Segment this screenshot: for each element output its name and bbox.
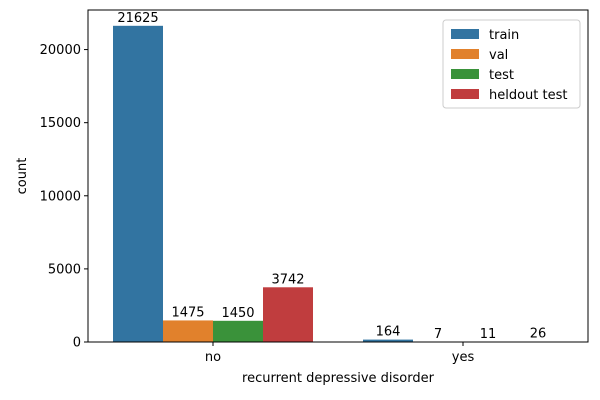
y-axis-title: count (15, 158, 30, 195)
y-tick-label: 20000 (40, 43, 81, 58)
bar-train-yes (363, 339, 413, 342)
data-label-test-no: 1450 (221, 306, 254, 321)
data-label-train-yes: 164 (376, 325, 401, 340)
data-label-heldout-test-no: 3742 (271, 272, 304, 287)
legend-swatch-test (451, 69, 479, 79)
x-tick-label-no: no (205, 350, 221, 365)
legend-label-val: val (489, 48, 508, 63)
data-label-test-yes: 11 (480, 327, 497, 342)
legend: train val test heldout test (442, 19, 581, 109)
bar-test-no (213, 320, 263, 342)
legend-swatch-train (451, 29, 479, 39)
bar-val-no (163, 320, 213, 342)
y-tick-label: 15000 (40, 116, 81, 131)
data-label-val-yes: 7 (434, 327, 442, 342)
x-axis-title: recurrent depressive disorder (242, 371, 435, 386)
plot-frame (87, 9, 589, 343)
legend-label-heldout-test: heldout test (489, 88, 568, 103)
data-label-train-no: 21625 (117, 11, 158, 26)
legend-label-train: train (489, 28, 519, 43)
legend-swatch-heldout-test (451, 89, 479, 99)
axes-layer: 0 5000 10000 15000 20000 no yes (40, 9, 589, 365)
bar-heldout-test-no (263, 287, 313, 342)
legend-label-test: test (489, 68, 514, 83)
y-tick-label: 10000 (40, 189, 81, 204)
bar-train-no (113, 25, 163, 343)
y-tick-label: 0 (73, 336, 81, 351)
bars-layer (113, 25, 563, 343)
legend-box (442, 19, 581, 109)
data-label-heldout-test-yes: 26 (530, 327, 547, 342)
labels-layer: 21625 1475 1450 3742 164 7 11 26 (117, 11, 546, 342)
y-tick-label: 5000 (48, 262, 81, 277)
x-tick-label-yes: yes (452, 350, 475, 365)
data-label-val-no: 1475 (171, 305, 204, 320)
legend-swatch-val (451, 49, 479, 59)
